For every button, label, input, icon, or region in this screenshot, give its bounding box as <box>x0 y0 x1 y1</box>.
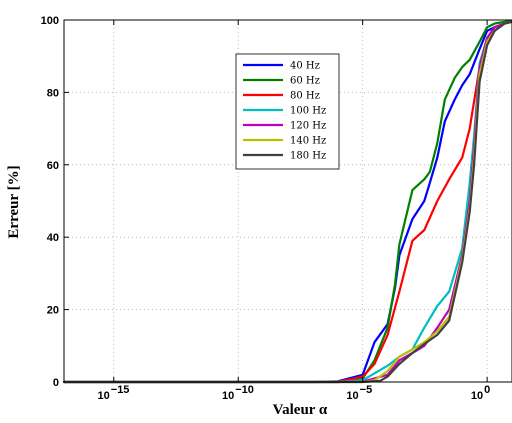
legend: 40 Hz 60 Hz 80 Hz 100 Hz 120 Hz 140 Hz 180 Hz <box>235 53 340 170</box>
legend-label-60-hz: 60 Hz <box>290 76 320 87</box>
y-tick-label: 20 <box>47 305 59 317</box>
x-tick-label-base: 10 <box>471 390 483 402</box>
legend-label-120-hz: 120 Hz <box>290 121 326 132</box>
x-tick-label-base: 10 <box>222 390 234 402</box>
x-tick-label-base: 10 <box>98 390 110 402</box>
legend-label-180-hz: 180 Hz <box>290 151 326 162</box>
x-axis-title: Valeur α <box>273 402 328 418</box>
x-tick-label-exponent: −5 <box>360 384 373 396</box>
x-tick-label-exponent: −10 <box>235 384 254 396</box>
legend-label-40-hz: 40 Hz <box>290 61 320 72</box>
y-tick-label: 40 <box>47 232 59 244</box>
series-layer <box>62 20 512 384</box>
legend-box <box>235 53 340 170</box>
legend-label-80-hz: 80 Hz <box>290 91 320 102</box>
y-tick-label: 100 <box>41 15 59 27</box>
x-tick-label-exponent: 0 <box>484 384 490 396</box>
series-line-40-hz <box>62 20 512 384</box>
ticks <box>64 19 488 383</box>
series-line-180-hz <box>62 20 512 384</box>
plot-frame <box>63 19 512 383</box>
y-tick-label: 60 <box>47 160 59 172</box>
x-tick-label: 10 −10 <box>222 384 254 402</box>
y-axis-title: Erreur [%] <box>6 165 22 238</box>
x-tick-label: 10 −5 <box>346 384 372 402</box>
y-tick-label: 0 <box>53 377 59 389</box>
y-tick-label: 80 <box>47 87 59 99</box>
legend-label-100-hz: 100 Hz <box>290 106 326 117</box>
x-tick-label-base: 10 <box>346 390 358 402</box>
x-tick-label: 10 0 <box>471 384 490 402</box>
x-tick-label-exponent: −15 <box>111 384 130 396</box>
x-tick-label: 10 −15 <box>98 384 130 402</box>
legend-label-140-hz: 140 Hz <box>290 136 326 147</box>
